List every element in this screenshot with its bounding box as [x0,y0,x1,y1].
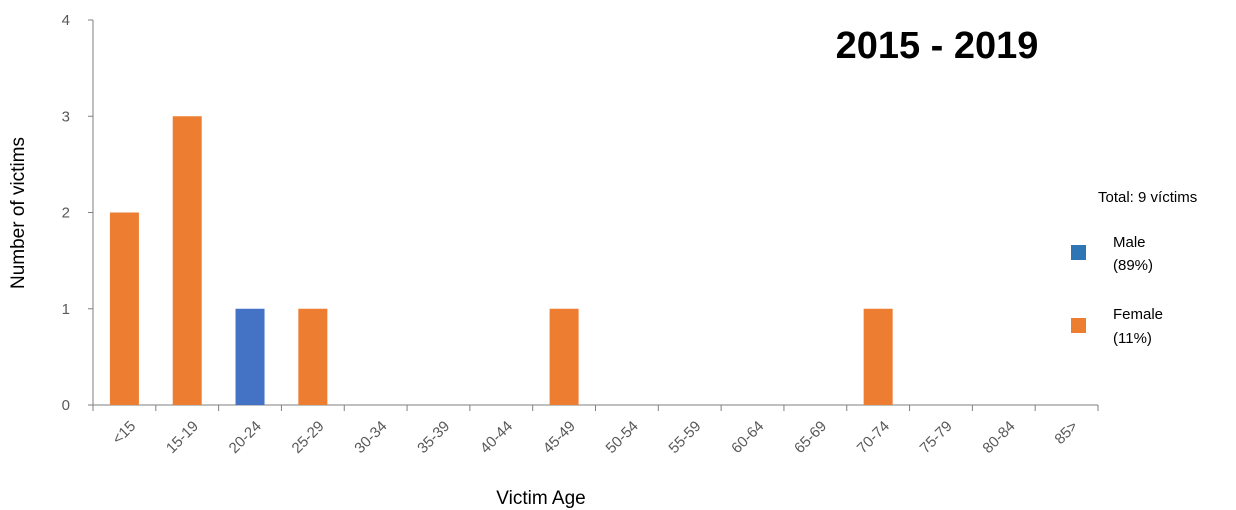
x-tick-label: 15-19 [163,418,202,457]
bar-male-2 [235,308,265,405]
y-tick-label: 1 [62,301,70,318]
x-tick-label: 55-59 [665,418,704,457]
x-axis-title: Victim Age [496,488,585,509]
legend-swatch-female [1071,318,1086,333]
y-tick-label: 0 [62,397,70,414]
x-tick-label: 70-74 [854,418,893,457]
legend-heading: Total: 9 víctims [1098,189,1197,206]
legend-label-male: Male [1113,234,1146,251]
x-tick-label: 80-84 [979,418,1018,457]
bar-female-1 [172,116,202,405]
legend-label-female: Female [1113,306,1163,323]
x-tick-label: 25-29 [289,418,328,457]
x-tick-label: 20-24 [226,418,265,457]
legend-swatch-male [1071,245,1086,260]
legend: Total: 9 víctims Male (89%) Female (11%) [1071,189,1197,347]
x-tick-label: 35-39 [414,418,453,457]
bar-female-7 [549,308,579,405]
bar-female-0 [109,212,139,405]
y-tick-label: 3 [62,108,70,125]
x-axis: <15 15-19 20-24 25-29 30-34 35-39 40-44 45-49 50… [92,404,1099,457]
x-tick-label: 60-64 [728,418,767,457]
y-axis-title: Number of victims [8,137,29,289]
bar-female-3 [298,308,328,405]
y-tick-label: 2 [62,205,70,222]
x-tick-label: 45-49 [540,418,579,457]
chart-title: 2015 - 2019 [836,25,1039,67]
legend-sublabel-male: (89%) [1113,257,1153,274]
x-tick-label: 75-79 [917,418,956,457]
x-tick-label: 85> [1051,418,1081,448]
x-tick-label: 65-69 [791,418,830,457]
bar-female-12 [863,308,893,405]
x-tick-label: <15 [109,418,139,448]
legend-sublabel-female: (11%) [1113,330,1152,347]
y-tick-label: 4 [62,12,70,29]
x-tick-label: 50-54 [603,418,642,457]
x-tick-label: 40-44 [477,418,516,457]
x-tick-label: 30-34 [351,418,390,457]
bars [109,116,893,405]
y-axis: 0 1 2 3 4 [62,12,94,414]
